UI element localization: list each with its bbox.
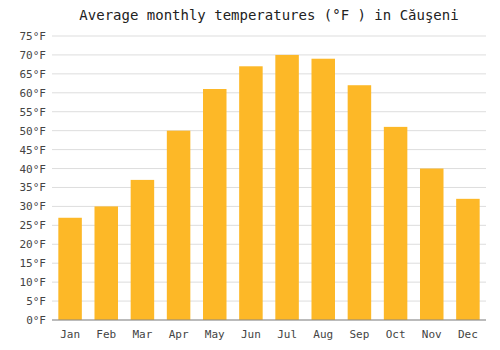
x-tick-label: Sep [349, 328, 369, 341]
x-tick-label: Dec [458, 328, 478, 341]
x-tick-label: Jan [60, 328, 80, 341]
grid-line [52, 149, 486, 150]
bar [239, 66, 263, 320]
chart: Average monthly temperatures (°F ) in Că… [0, 0, 500, 350]
y-tick-label: 25°F [20, 219, 47, 232]
grid-line [52, 73, 486, 74]
bar [58, 218, 82, 320]
bar [420, 169, 444, 320]
bar [203, 89, 227, 320]
y-tick-label: 60°F [20, 87, 47, 100]
bar [311, 59, 335, 320]
y-tick-label: 40°F [20, 163, 47, 176]
x-tick-label: Aug [313, 328, 333, 341]
y-tick-label: 10°F [20, 276, 47, 289]
y-tick-label: 65°F [20, 68, 47, 81]
bar [94, 206, 118, 320]
x-tick-label: Apr [169, 328, 189, 341]
bar [167, 131, 191, 320]
x-tick-label: Feb [96, 328, 116, 341]
y-tick-label: 20°F [20, 238, 47, 251]
bar [384, 127, 408, 320]
grid-line [52, 54, 486, 55]
y-tick-label: 0°F [26, 314, 46, 327]
x-tick-label: Oct [386, 328, 406, 341]
y-tick-label: 5°F [26, 295, 46, 308]
x-axis: Jan Feb Mar Apr May Jun Jul Aug Sep Oct Nov Dec [52, 320, 486, 341]
x-tick-label: Nov [422, 328, 442, 341]
grid-line [52, 111, 486, 112]
chart-container: Average monthly temperatures (°F ) in Că… [0, 0, 500, 350]
y-tick-label: 35°F [20, 181, 47, 194]
x-tick-label: Mar [132, 328, 152, 341]
bar [456, 199, 480, 320]
bar [275, 55, 299, 320]
x-tick-label: Jul [277, 328, 297, 341]
y-tick-label: 75°F [20, 30, 47, 43]
bar [348, 85, 372, 320]
y-tick-label: 50°F [20, 125, 47, 138]
x-tick-label: May [205, 328, 225, 341]
grid-line [52, 92, 486, 93]
grid-line [52, 36, 486, 37]
grid-line [52, 320, 486, 321]
grid-line [52, 130, 486, 131]
y-tick-label: 70°F [20, 49, 47, 62]
y-axis: 0°F 5°F 10°F 15°F 20°F 25°F 30°F 35°F 40°F 45°F 50… [20, 30, 47, 327]
x-tick-label: Jun [241, 328, 261, 341]
x-axis-line [52, 320, 486, 321]
y-tick-label: 15°F [20, 257, 47, 270]
bars [58, 55, 479, 320]
bar [131, 180, 155, 320]
y-tick-label: 55°F [20, 106, 47, 119]
y-tick-label: 30°F [20, 200, 47, 213]
title: Average monthly temperatures (°F ) in Că… [79, 7, 458, 23]
y-tick-label: 45°F [20, 144, 47, 157]
grid [52, 36, 486, 320]
